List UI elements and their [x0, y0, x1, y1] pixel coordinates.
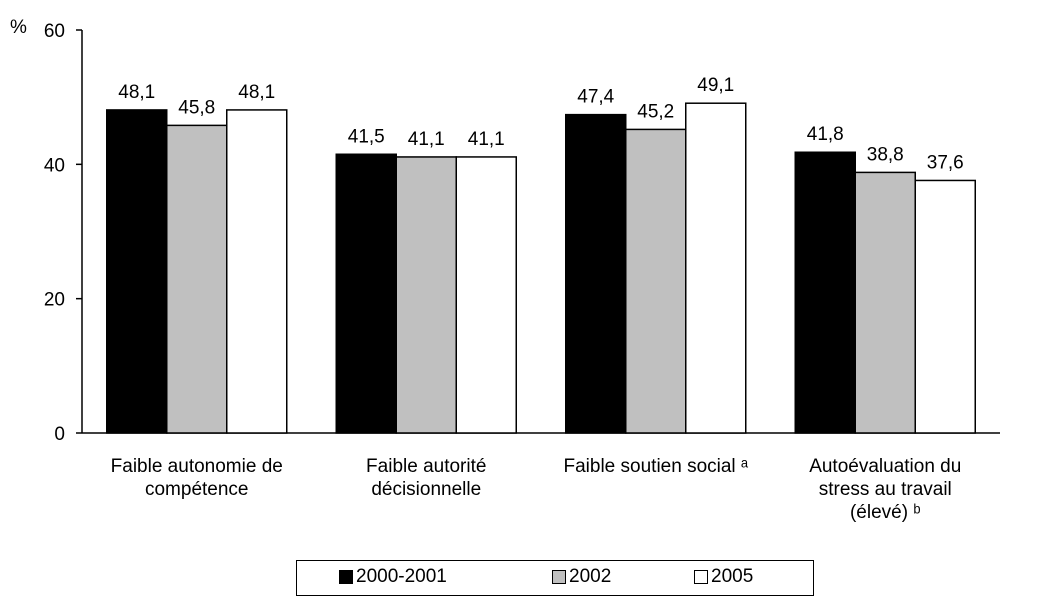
legend-swatch-2002	[552, 570, 566, 584]
bar-2002-1	[395, 156, 457, 434]
legend-label-2005: 2005	[711, 566, 754, 587]
y-tick-label: 0	[54, 424, 65, 445]
bar-2002-2	[625, 128, 687, 434]
data-label: 41,1	[408, 129, 445, 150]
legend: 2000-2001 2002 2005	[296, 560, 814, 596]
data-label: 37,6	[927, 152, 964, 173]
category-label: Faible autorité décisionnelle	[366, 456, 486, 500]
legend-label-2000-2001: 2000-2001	[356, 566, 447, 587]
bar-2000-2001-2	[565, 113, 627, 434]
legend-label-2002: 2002	[569, 566, 612, 587]
bar-2002-0	[166, 124, 228, 434]
data-label: 45,8	[178, 97, 215, 118]
data-label: 48,1	[118, 82, 155, 103]
bar-2005-1	[455, 156, 517, 434]
legend-item-2005: 2005	[694, 566, 753, 588]
category-label-line: Autoévaluation du	[809, 456, 961, 477]
y-tick-label: 40	[44, 155, 65, 176]
data-label: 49,1	[697, 75, 734, 96]
legend-swatch-2000-2001	[339, 570, 353, 584]
legend-item-2000-2001: 2000-2001	[339, 566, 447, 588]
bar-2000-2001-0	[106, 109, 168, 434]
bar-2005-3	[914, 179, 976, 434]
category-label-line: compétence	[145, 479, 249, 500]
data-label: 48,1	[238, 82, 275, 103]
data-label: 47,4	[577, 87, 614, 108]
bar-chart: 0 20 40 60% 48,1 45,8 48,1 Faible autonomie de c…	[10, 17, 1000, 523]
bar-2005-0	[226, 109, 288, 434]
data-label: 38,8	[867, 144, 904, 165]
data-label: 45,2	[637, 101, 674, 122]
category-label-line: Faible soutien social ᵃ	[564, 456, 749, 477]
data-label: 41,1	[468, 129, 505, 150]
bar-2000-2001-1	[335, 153, 397, 434]
y-tick-label: 20	[44, 290, 65, 311]
legend-swatch-2005	[694, 570, 708, 584]
category-label-line: décisionnelle	[371, 479, 481, 500]
data-label: 41,8	[807, 124, 844, 145]
bar-2002-3	[854, 171, 916, 434]
y-unit-label: %	[10, 17, 27, 38]
category-label: Faible autonomie de compétence	[111, 456, 283, 500]
data-label: 41,5	[348, 126, 385, 147]
bar-2000-2001-3	[794, 151, 856, 434]
category-label: Faible soutien social ᵃ	[564, 456, 749, 477]
category-label-line: Faible autonomie de	[111, 456, 283, 477]
legend-item-2002: 2002	[552, 566, 611, 588]
y-tick-label: 60	[44, 21, 65, 42]
category-label-line: Faible autorité	[366, 456, 486, 477]
category-label-line: (élevé) ᵇ	[850, 502, 921, 523]
category-label-line: stress au travail	[819, 479, 952, 500]
category-label: Autoévaluation du stress au travail (élevé…	[809, 456, 961, 523]
bar-2005-2	[685, 102, 747, 434]
